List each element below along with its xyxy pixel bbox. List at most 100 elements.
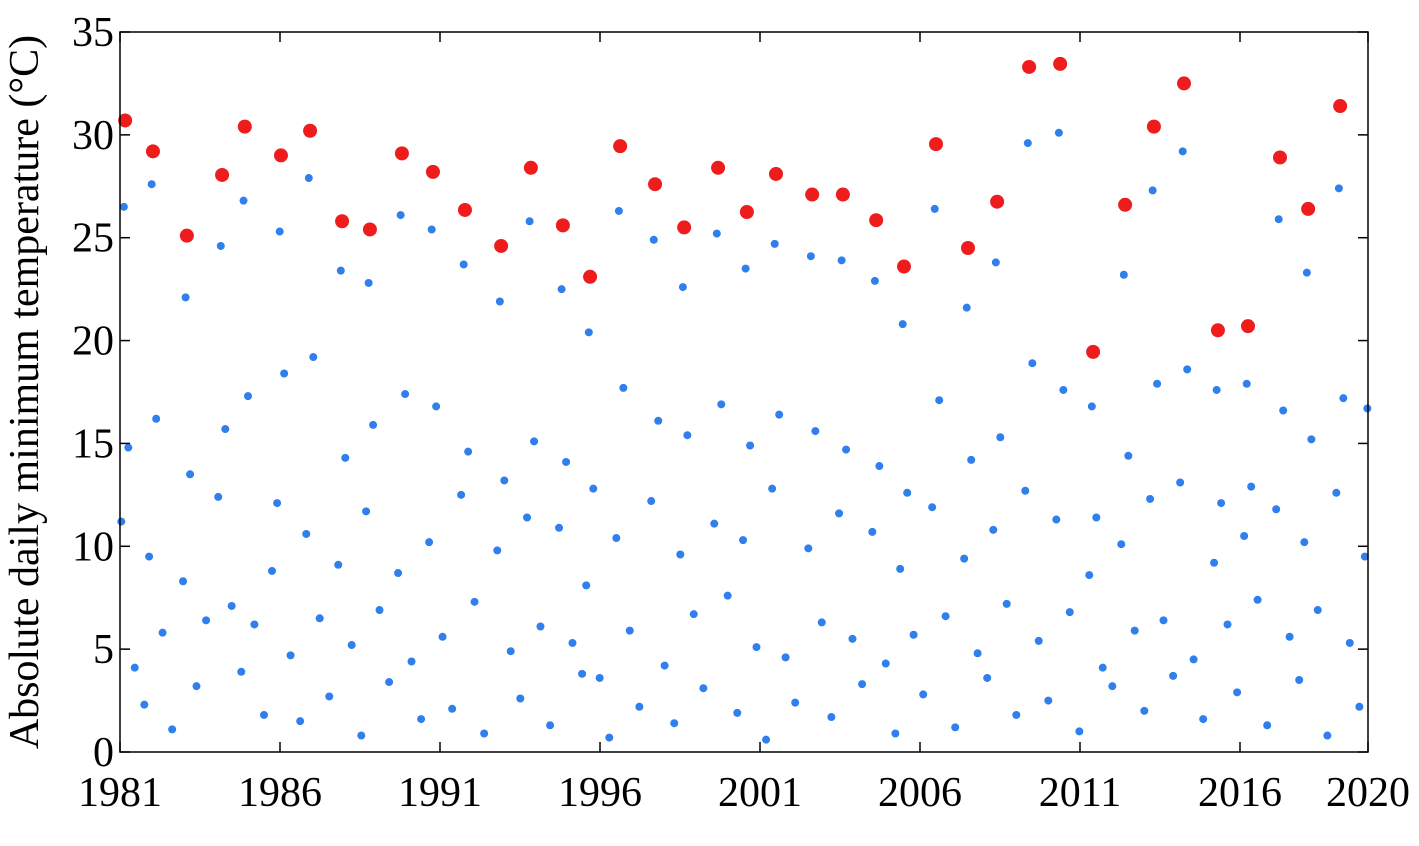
point [250,620,259,629]
point [1075,727,1084,736]
point [145,552,154,561]
point [494,238,509,253]
point [827,713,836,722]
point [555,218,570,233]
point [589,484,598,493]
point [495,297,504,306]
point [768,484,777,493]
point [369,420,378,429]
point [562,457,571,466]
point [118,113,133,128]
point [179,577,188,586]
point [781,653,790,662]
point [584,328,593,337]
point [1176,478,1185,487]
point [1022,59,1037,74]
point [991,258,1000,267]
point [280,369,289,378]
point [1002,599,1011,608]
point [868,527,877,536]
point [1272,505,1281,514]
point [457,490,466,499]
point [448,704,457,713]
point [929,137,943,152]
point [891,729,900,738]
point [983,673,992,682]
point [842,445,851,454]
point [1295,676,1304,684]
point [145,144,160,159]
point [769,166,783,181]
point [438,632,447,641]
point [951,723,960,732]
y-tick-label: 10 [72,524,114,570]
point [1355,702,1364,711]
point [268,566,276,575]
point [903,488,912,497]
point [817,618,826,627]
point [347,641,356,650]
point [762,735,771,744]
point [1118,197,1133,212]
point [960,554,969,563]
point [962,303,971,312]
point [1210,558,1219,567]
point [1300,538,1309,547]
point [870,276,879,285]
point [227,601,236,610]
point [605,733,614,742]
point [459,260,468,269]
y-tick-label: 30 [72,113,114,159]
point [1169,671,1178,680]
point [192,682,201,691]
point [1313,606,1322,615]
point [516,694,525,703]
point [919,690,928,699]
point [480,729,489,738]
point [712,229,721,238]
point [500,476,509,485]
point [1044,696,1053,705]
point [1345,638,1354,647]
point [202,616,211,625]
point [286,651,295,660]
x-tick-label: 2001 [718,770,802,816]
point [973,649,982,658]
point [1178,147,1187,156]
point [935,396,944,405]
point [806,252,815,261]
point [1065,608,1074,617]
point [1148,186,1157,195]
point [425,538,434,547]
point [536,622,545,631]
point [334,560,343,569]
point [1092,513,1101,522]
point [1146,494,1155,503]
point [1339,394,1348,403]
point [717,400,726,409]
point [1052,515,1061,524]
plot-frame [119,31,1369,753]
point [1233,688,1242,697]
x-tick-label: 2006 [878,770,962,816]
point [1153,379,1162,388]
point [613,139,628,154]
point [711,160,726,175]
point [1285,632,1294,641]
point [898,320,907,329]
point [1253,595,1262,604]
point [875,462,884,471]
point [619,383,628,392]
point [961,241,975,255]
point [555,523,564,532]
point [770,239,779,248]
point [1263,721,1272,730]
point [1210,323,1225,338]
point [546,721,555,730]
point [1053,56,1068,71]
point [909,630,918,639]
y-tick-label: 0 [93,730,114,776]
point [989,525,998,534]
point [710,519,719,528]
point [805,187,820,202]
